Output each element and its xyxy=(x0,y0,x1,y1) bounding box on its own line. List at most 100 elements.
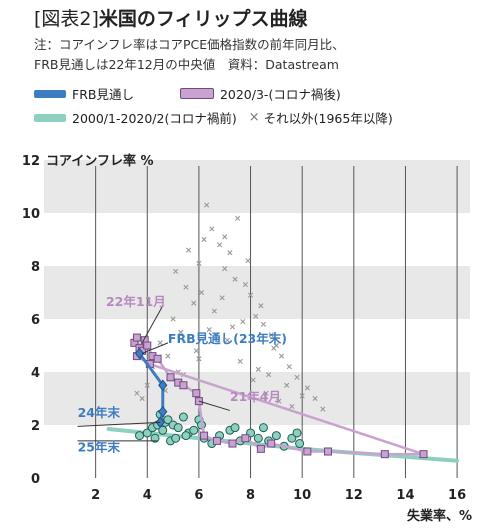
x-axis-label: 失業率、% xyxy=(407,508,472,524)
other-point xyxy=(224,337,230,343)
x-tick-label: 4 xyxy=(143,488,152,503)
other-point xyxy=(312,395,318,402)
frb-point xyxy=(134,347,145,360)
frb-line xyxy=(138,352,165,423)
post-covid-points xyxy=(130,333,428,459)
x-tick-label: 8 xyxy=(246,488,255,503)
post-covid-point xyxy=(241,434,250,443)
other-point xyxy=(134,390,140,396)
other-point xyxy=(240,319,246,325)
post-covid-point xyxy=(200,431,209,440)
pre-covid-point xyxy=(230,423,240,433)
post-covid-point xyxy=(132,333,141,342)
pre-covid-point xyxy=(163,415,173,425)
other-point xyxy=(255,366,261,372)
other-point xyxy=(229,324,236,330)
x-tick-label: 12 xyxy=(345,488,363,503)
chart-title: [図表2]米国のフィリップス曲線 xyxy=(34,4,308,31)
pre-covid-point xyxy=(287,433,297,443)
post-covid-point xyxy=(267,439,276,448)
other-point xyxy=(191,300,197,306)
other-point xyxy=(289,403,295,410)
other-point xyxy=(232,276,238,282)
legend-post-swatch xyxy=(179,88,214,99)
other-point xyxy=(235,215,241,221)
other-point xyxy=(227,250,233,256)
legend-other: それ以外(1965年以降) xyxy=(263,111,393,126)
annotation-leader xyxy=(198,400,231,411)
other-point xyxy=(165,353,171,359)
pre-covid-point xyxy=(292,428,302,438)
other-point xyxy=(204,202,210,208)
frb-point xyxy=(158,405,168,418)
other-point xyxy=(304,385,310,391)
x-tick-label: 16 xyxy=(448,488,466,503)
title-tag: [図表2] xyxy=(34,8,99,30)
post-covid-point xyxy=(228,439,237,448)
note-line-1: 注：コアインフレ率はコアPCE価格指数の前年同月比、 xyxy=(34,37,345,52)
pre-covid-point xyxy=(253,433,263,443)
grid-band xyxy=(44,160,470,213)
x-tick-label: 6 xyxy=(194,488,203,503)
y-tick-label: 4 xyxy=(31,366,40,381)
pre-covid-point xyxy=(171,433,181,443)
other-point xyxy=(193,348,199,354)
other-point xyxy=(242,281,248,288)
note-line-2: FRB見通しは22年12月の中央値 資料：Datastream xyxy=(34,57,339,72)
y-tick-label: 6 xyxy=(31,313,40,328)
x-tick-label: 2 xyxy=(91,488,100,503)
other-point xyxy=(253,313,259,319)
post-covid-point xyxy=(380,450,389,459)
other-point xyxy=(173,268,179,274)
other-point xyxy=(286,364,292,370)
other-point xyxy=(278,353,285,359)
other-point xyxy=(245,258,251,264)
pre-covid-point xyxy=(158,425,168,435)
annotation-label: 22年11月 xyxy=(106,294,166,309)
pre-covid-point xyxy=(178,412,188,422)
other-point xyxy=(268,332,274,338)
legend-frb: FRB見通し xyxy=(72,87,134,102)
annotations: 22年11月 FRB見通し(23年末) 21年4月 24年末 25年末 xyxy=(77,294,287,455)
frb-point xyxy=(158,379,168,392)
legend-post: 2020/3-(コロナ禍後) xyxy=(219,87,341,102)
other-point xyxy=(196,356,202,362)
pre-covid-point xyxy=(189,425,199,435)
post-covid-point xyxy=(419,450,428,459)
legend-row-2: 2000/1-2020/2(コロナ禍前) × それ以外(1965年以降) xyxy=(34,108,393,127)
other-point xyxy=(263,390,269,396)
y-tick-label: 8 xyxy=(31,260,40,275)
post-covid-point xyxy=(179,381,188,390)
annotation-label: 24年末 xyxy=(78,405,121,420)
post-covid-point xyxy=(212,436,221,445)
annotation-leader xyxy=(77,421,161,427)
pre-covid-point xyxy=(142,428,152,438)
other-point xyxy=(222,266,228,272)
legend-pre: 2000/1-2020/2(コロナ禍前) xyxy=(72,111,237,126)
axes-labels: 0 2 4 6 8 10 12 コアインフレ率 % 2 4 6 8 10 12 14 16 失業率、% xyxy=(22,153,472,524)
grid-band xyxy=(44,266,470,319)
other-point xyxy=(139,395,145,402)
post-covid-point xyxy=(153,354,162,363)
legend-other-glyph: × xyxy=(248,110,260,125)
post-covid-point xyxy=(256,444,265,453)
other-point xyxy=(258,303,264,309)
other-point xyxy=(206,327,212,333)
x-tick-label: 14 xyxy=(396,488,414,503)
post-covid-point xyxy=(303,447,312,456)
pre-covid-point xyxy=(258,423,268,433)
other-point xyxy=(201,236,207,243)
other-point xyxy=(209,226,215,232)
other-point xyxy=(219,295,225,301)
annotation-label: 21年4月 xyxy=(230,389,281,404)
x-tick-label: 10 xyxy=(293,488,311,503)
annotation-label: 25年末 xyxy=(78,440,121,455)
y-tick-label: 12 xyxy=(22,154,40,169)
other-point xyxy=(266,372,272,378)
other-point xyxy=(299,393,305,399)
annotation-leader xyxy=(141,342,169,354)
other-point xyxy=(276,398,282,404)
other-point xyxy=(294,374,300,380)
post-covid-point xyxy=(324,447,332,456)
